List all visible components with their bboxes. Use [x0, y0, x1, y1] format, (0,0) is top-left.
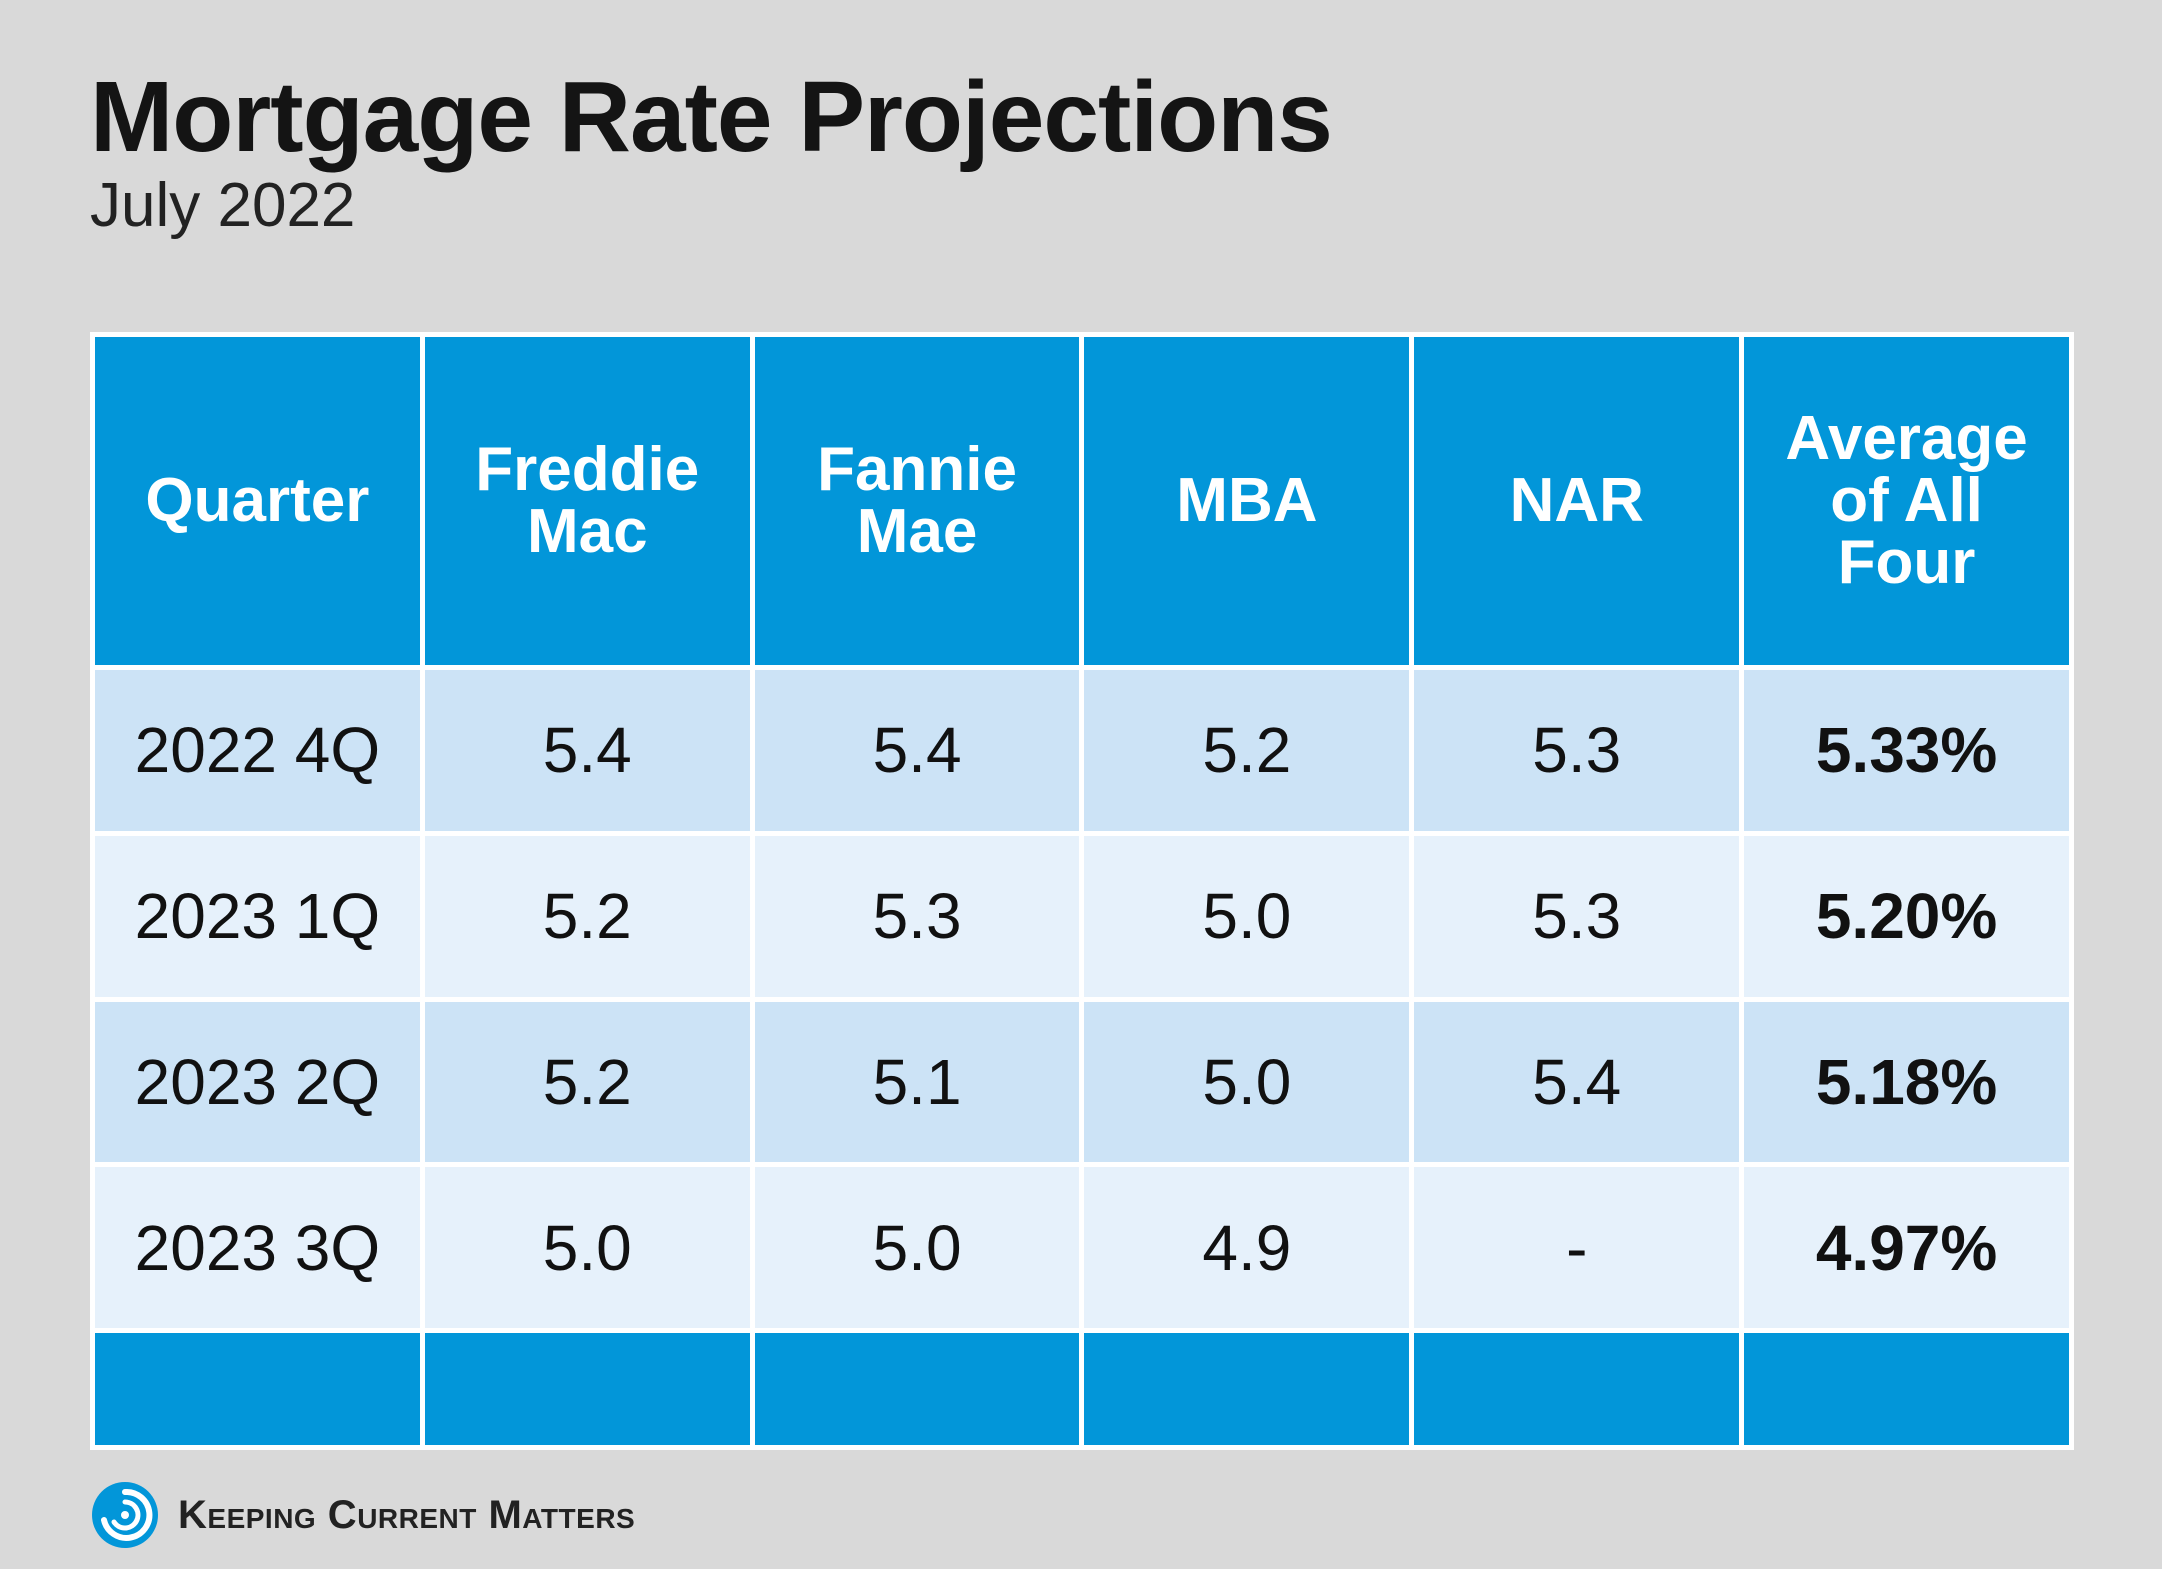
brand-footer: Keeping Current Matters — [90, 1480, 635, 1550]
cell-average: 5.20% — [1739, 830, 2074, 1002]
cell-fannie-mae: 5.1 — [749, 996, 1085, 1168]
cell-freddie-mac: 5.0 — [419, 1162, 755, 1333]
column-header-nar: NAR — [1409, 332, 1745, 670]
footer-band-cell — [419, 1328, 755, 1450]
cell-quarter: 2023 2Q — [90, 996, 425, 1168]
cell-fannie-mae: 5.0 — [749, 1162, 1085, 1333]
table-row: 2023 3Q 5.0 5.0 4.9 - 4.97% — [90, 1162, 2074, 1333]
cell-freddie-mac: 5.2 — [419, 830, 755, 1002]
table-row: 2023 2Q 5.2 5.1 5.0 5.4 5.18% — [90, 996, 2074, 1168]
footer-band-cell — [1409, 1328, 1745, 1450]
footer-band-cell — [90, 1328, 425, 1450]
cell-average: 5.18% — [1739, 996, 2074, 1168]
cell-freddie-mac: 5.2 — [419, 996, 755, 1168]
column-header-mba: MBA — [1079, 332, 1415, 670]
brand-name: Keeping Current Matters — [178, 1492, 636, 1537]
cell-mba: 5.0 — [1079, 830, 1415, 1002]
table-footer-band — [90, 1328, 2074, 1450]
column-header-fannie-mae: Fannie Mae — [749, 332, 1085, 670]
footer-band-cell — [1739, 1328, 2074, 1450]
table-row: 2023 1Q 5.2 5.3 5.0 5.3 5.20% — [90, 830, 2074, 1002]
table-header-row: Quarter Freddie Mac Fannie Mae MBA NAR Ave… — [90, 332, 2074, 670]
cell-nar: 5.3 — [1409, 665, 1745, 836]
footer-band-cell — [1079, 1328, 1415, 1450]
page-subtitle: July 2022 — [90, 171, 356, 240]
table-row: 2022 4Q 5.4 5.4 5.2 5.3 5.33% — [90, 665, 2074, 836]
column-header-average: Average of All Four — [1739, 332, 2074, 670]
cell-nar: 5.3 — [1409, 830, 1745, 1002]
cell-fannie-mae: 5.4 — [749, 665, 1085, 836]
column-header-freddie-mac: Freddie Mac — [419, 332, 755, 670]
cell-quarter: 2022 4Q — [90, 665, 425, 836]
cell-mba: 5.0 — [1079, 996, 1415, 1168]
cell-quarter: 2023 3Q — [90, 1162, 425, 1333]
rate-projections-table: Quarter Freddie Mac Fannie Mae MBA NAR Ave… — [90, 332, 2074, 1450]
cell-average: 4.97% — [1739, 1162, 2074, 1333]
cell-nar: 5.4 — [1409, 996, 1745, 1168]
footer-band-cell — [749, 1328, 1085, 1450]
cell-fannie-mae: 5.3 — [749, 830, 1085, 1002]
column-header-quarter: Quarter — [90, 332, 425, 670]
page-title: Mortgage Rate Projections — [90, 61, 1333, 173]
cell-quarter: 2023 1Q — [90, 830, 425, 1002]
swirl-logo-icon — [92, 1482, 158, 1548]
cell-mba: 5.2 — [1079, 665, 1415, 836]
cell-mba: 4.9 — [1079, 1162, 1415, 1333]
cell-average: 5.33% — [1739, 665, 2074, 836]
cell-freddie-mac: 5.4 — [419, 665, 755, 836]
cell-nar: - — [1409, 1162, 1745, 1333]
